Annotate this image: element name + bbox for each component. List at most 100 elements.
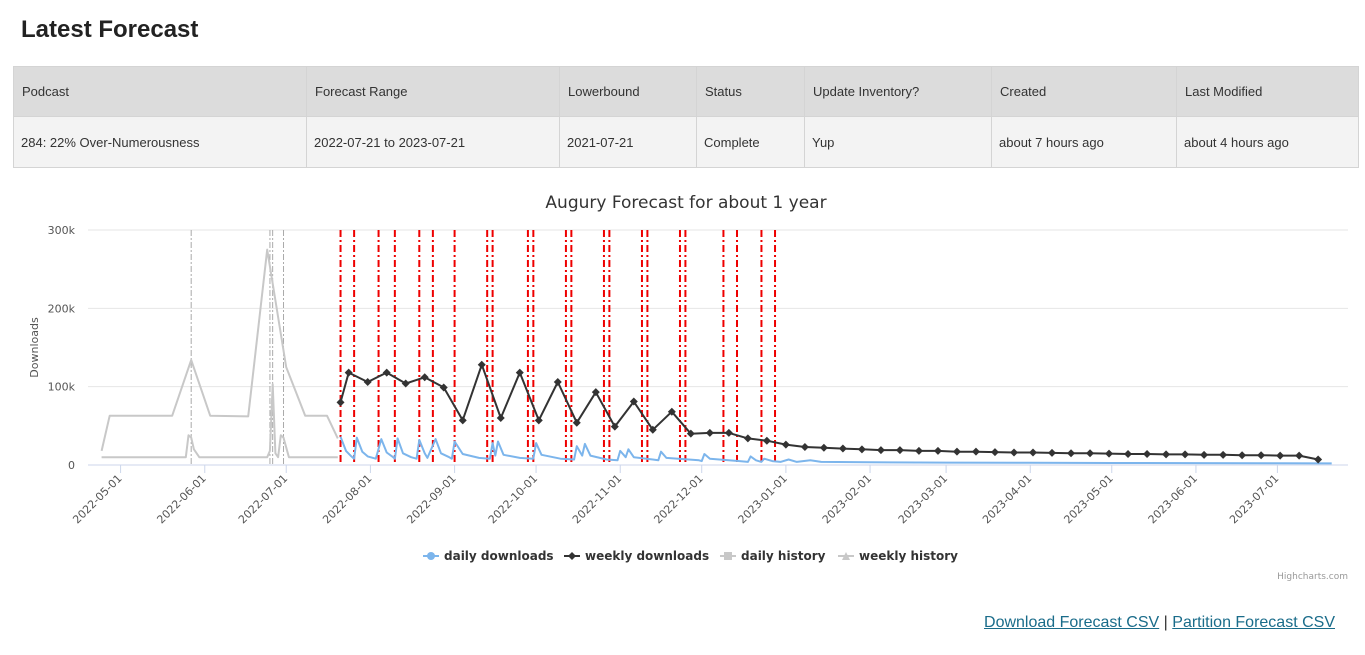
- weekly-downloads-point: [781, 440, 790, 449]
- weekly-downloads-point: [591, 388, 600, 397]
- legend-square-icon: [724, 552, 732, 560]
- weekly-downloads-point: [610, 422, 619, 431]
- x-tick-label: 2023-05-01: [1061, 472, 1115, 526]
- weekly-downloads-point: [439, 383, 448, 392]
- weekly-downloads-point: [1143, 450, 1152, 459]
- x-tick-label: 2023-04-01: [980, 472, 1034, 526]
- csv-links: Download Forecast CSV | Partition Foreca…: [984, 614, 1335, 632]
- forecast-table: Podcast Forecast Range Lowerbound Status…: [13, 66, 1359, 168]
- weekly-downloads-point: [1238, 451, 1247, 460]
- weekly-downloads-point: [572, 418, 581, 427]
- legend-item[interactable]: daily history: [720, 549, 826, 563]
- col-header-lowerbound[interactable]: Lowerbound: [559, 66, 697, 117]
- chart-legend: daily downloads weekly downloads daily his…: [423, 549, 958, 563]
- weekly-downloads-point: [458, 416, 467, 425]
- weekly-downloads-point: [1048, 448, 1057, 457]
- y-tick-label: 300k: [48, 224, 76, 237]
- weekly-downloads-point: [762, 436, 771, 445]
- weekly-downloads-point: [876, 446, 885, 455]
- legend-item[interactable]: weekly history: [838, 549, 958, 563]
- x-tick-label: 2022-07-01: [236, 472, 290, 526]
- table-header-row: Podcast Forecast Range Lowerbound Status…: [13, 66, 1359, 117]
- y-tick-label: 200k: [48, 302, 76, 315]
- cell-status: Complete: [696, 116, 805, 168]
- cell-podcast[interactable]: 284: 22% Over-Numerousness: [13, 116, 307, 168]
- weekly-downloads-point: [686, 429, 695, 438]
- legend-item[interactable]: daily downloads: [423, 549, 554, 563]
- cell-forecast-range: 2022-07-21 to 2023-07-21: [306, 116, 560, 168]
- y-tick-label: 0: [68, 459, 75, 472]
- weekly-downloads-point: [496, 414, 505, 422]
- weekly-downloads-point: [743, 434, 752, 443]
- col-header-podcast[interactable]: Podcast: [13, 66, 307, 117]
- weekly-downloads-point: [819, 443, 828, 452]
- weekly-downloads-point: [336, 398, 345, 407]
- weekly-downloads-point: [1162, 450, 1171, 459]
- weekly-downloads-point: [1200, 450, 1209, 459]
- weekly-downloads-point: [914, 446, 923, 455]
- legend-label: weekly history: [859, 549, 958, 563]
- weekly-downloads-point: [629, 397, 638, 406]
- x-tick-label: 2022-11-01: [570, 472, 624, 526]
- weekly-downloads-point: [1181, 450, 1190, 459]
- weekly-downloads-point: [952, 447, 961, 456]
- daily-downloads-line: [339, 436, 1332, 465]
- weekly-downloads-point: [515, 368, 524, 377]
- legend-diamond-icon: [568, 552, 576, 560]
- weekly-downloads-point: [363, 377, 372, 386]
- col-header-created[interactable]: Created: [991, 66, 1177, 117]
- weekly-downloads-point: [1086, 449, 1095, 458]
- page-title: Latest Forecast: [21, 16, 199, 43]
- partition-forecast-csv-link[interactable]: Partition Forecast CSV: [1172, 614, 1335, 631]
- weekly-downloads-point: [534, 416, 543, 425]
- col-header-forecast-range[interactable]: Forecast Range: [306, 66, 560, 117]
- highcharts-credit[interactable]: Highcharts.com: [1277, 572, 1348, 582]
- link-separator: |: [1163, 614, 1168, 631]
- x-tick-label: 2023-03-01: [896, 472, 950, 526]
- legend-item[interactable]: weekly downloads: [564, 549, 709, 563]
- col-header-status[interactable]: Status: [696, 66, 805, 117]
- x-tick-label: 2022-06-01: [154, 472, 208, 526]
- weekly-downloads-point: [933, 446, 942, 455]
- weekly-downloads-point: [838, 444, 847, 453]
- weekly-downloads-point: [990, 448, 999, 457]
- legend-label: daily history: [741, 549, 826, 563]
- cell-created: about 7 hours ago: [991, 116, 1177, 168]
- weekly-downloads-point: [1314, 455, 1323, 464]
- weekly-downloads-point: [1067, 449, 1076, 458]
- x-tick-label: 2023-06-01: [1146, 472, 1200, 526]
- weekly-downloads-point: [857, 445, 866, 454]
- table-row[interactable]: 284: 22% Over-Numerousness 2022-07-21 to…: [13, 116, 1359, 168]
- weekly-downloads-point: [800, 442, 809, 451]
- weekly-downloads-point: [724, 428, 733, 437]
- x-tick-label: 2022-08-01: [320, 472, 374, 526]
- weekly-history-line: [100, 248, 339, 452]
- x-tick-label: 2022-12-01: [651, 472, 705, 526]
- legend-label: daily downloads: [444, 549, 554, 563]
- col-header-update-inventory[interactable]: Update Inventory?: [804, 66, 992, 117]
- weekly-downloads-point: [401, 379, 410, 388]
- weekly-downloads-point: [1276, 451, 1285, 460]
- weekly-downloads-point: [344, 368, 353, 377]
- forecast-chart: Augury Forecast for about 1 year 0 100k 200…: [28, 193, 1348, 582]
- x-tick-label: 2022-09-01: [404, 472, 458, 526]
- x-tick-label: 2022-10-01: [486, 472, 540, 526]
- x-tick-label: 2023-02-01: [820, 472, 874, 526]
- y-axis-title: Downloads: [28, 317, 41, 378]
- daily-history-line: [101, 383, 338, 459]
- weekly-downloads-point: [420, 373, 429, 382]
- weekly-downloads-point: [382, 368, 391, 377]
- download-forecast-csv-link[interactable]: Download Forecast CSV: [984, 614, 1160, 631]
- weekly-downloads-point: [971, 447, 980, 456]
- weekly-downloads-point: [648, 425, 657, 434]
- col-header-last-modified[interactable]: Last Modified: [1176, 66, 1359, 117]
- x-tick-label: 2023-07-01: [1227, 472, 1281, 526]
- legend-label: weekly downloads: [585, 549, 709, 563]
- x-tick-label: 2023-01-01: [736, 472, 790, 526]
- x-tick-label: 2022-05-01: [70, 472, 124, 526]
- weekly-downloads-point: [1029, 448, 1037, 457]
- weekly-downloads-point: [1124, 450, 1133, 459]
- weekly-downloads-point: [1219, 450, 1228, 459]
- legend-triangle-icon: [842, 552, 850, 560]
- legend-circle-icon: [427, 552, 435, 560]
